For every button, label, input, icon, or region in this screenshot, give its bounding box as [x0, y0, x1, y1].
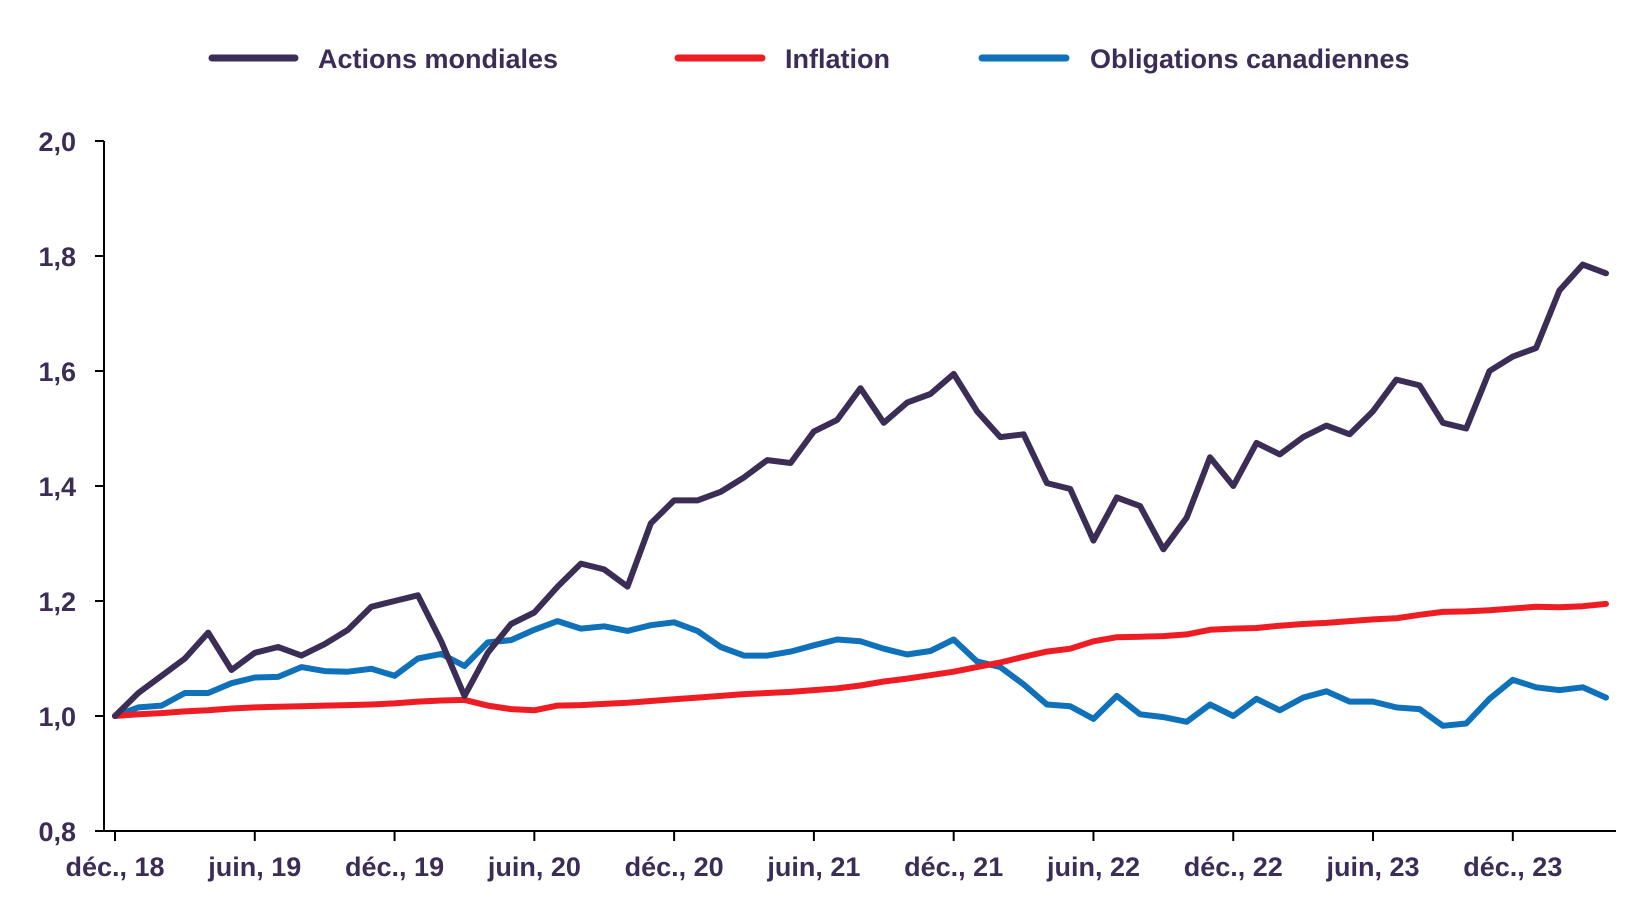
x-tick-label: déc., 19 — [345, 852, 444, 882]
series-lines — [112, 261, 1609, 729]
y-tick-label: 1,0 — [38, 702, 76, 732]
series-line-obligations-canadiennes — [112, 618, 1609, 729]
y-tick-label: 1,4 — [38, 472, 76, 502]
x-tick-label: juin, 20 — [487, 852, 581, 882]
legend: Actions mondiales Inflation Obligations … — [208, 44, 1410, 74]
y-tick-label: 2,0 — [38, 127, 76, 157]
x-tick-label: déc., 23 — [1463, 852, 1562, 882]
legend-item-obligations-canadiennes: Obligations canadiennes — [978, 44, 1410, 74]
legend-label-inflation: Inflation — [785, 44, 890, 74]
x-tick-label: déc., 22 — [1184, 852, 1283, 882]
x-tick-label: juin, 23 — [1326, 852, 1420, 882]
x-tick-label: juin, 22 — [1046, 852, 1140, 882]
legend-label-obligations-canadiennes: Obligations canadiennes — [1090, 44, 1410, 74]
y-tick-label: 1,8 — [38, 242, 76, 272]
y-tick-label: 1,2 — [38, 587, 76, 617]
legend-item-actions-mondiales: Actions mondiales — [208, 44, 558, 74]
x-tick-label: déc., 21 — [904, 852, 1003, 882]
x-tick-label: déc., 20 — [625, 852, 724, 882]
x-tick-label: déc., 18 — [65, 852, 164, 882]
y-tick-label: 0,8 — [38, 817, 76, 847]
series-line-inflation — [112, 600, 1609, 719]
x-ticks: déc., 18 juin, 19 déc., 19 juin, 20 déc., 20… — [65, 831, 1562, 882]
y-ticks: 2,0 1,8 1,6 1,4 1,2 1,0 0,8 — [38, 127, 104, 847]
series-line-actions-mondiales — [112, 261, 1609, 719]
x-tick-label: juin, 21 — [766, 852, 860, 882]
y-tick-label: 1,6 — [38, 357, 76, 387]
x-tick-label: juin, 19 — [207, 852, 301, 882]
legend-label-actions-mondiales: Actions mondiales — [318, 44, 558, 74]
legend-item-inflation: Inflation — [674, 44, 890, 74]
